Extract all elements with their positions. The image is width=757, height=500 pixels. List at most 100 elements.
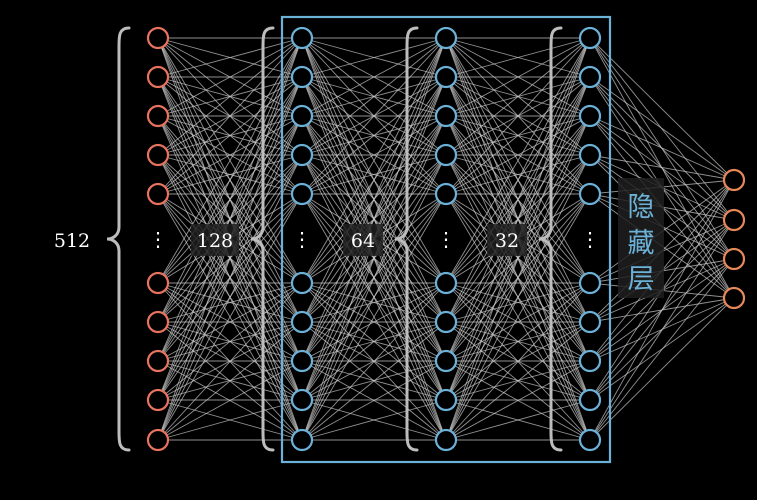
connection-edge: [589, 37, 735, 181]
connection-edge: [301, 154, 447, 195]
hidden-1-node: [290, 388, 314, 412]
input-node: [146, 182, 170, 206]
connection-edge: [445, 37, 591, 323]
connection-edge: [157, 37, 303, 323]
hidden-3-node: [578, 182, 602, 206]
connection-edge: [445, 282, 591, 362]
connection-edge: [445, 37, 591, 78]
output-node: [722, 247, 746, 271]
connection-edge: [301, 37, 447, 401]
connection-edges: [157, 37, 735, 441]
ellipsis-hidden-2: ⋮: [436, 227, 456, 251]
input-node: [146, 271, 170, 295]
connection-edge: [301, 399, 447, 441]
connection-edge: [301, 37, 447, 156]
hidden-box-label-char-3: 层: [628, 264, 655, 295]
connection-edge: [301, 37, 447, 323]
connection-edge: [157, 154, 303, 195]
connection-edge: [445, 154, 591, 195]
connection-edge: [157, 37, 303, 156]
connection-edge: [445, 154, 591, 441]
hidden-1-node: [290, 182, 314, 206]
connection-edge: [445, 115, 591, 195]
connection-edge: [301, 154, 447, 441]
connection-edge: [301, 76, 447, 195]
connection-edge: [301, 282, 447, 441]
hidden-1-size-label-bg: [191, 224, 239, 256]
hidden-2-node: [434, 143, 458, 167]
connection-edge: [157, 115, 303, 195]
connection-edge: [301, 115, 447, 441]
connection-edge: [301, 37, 447, 78]
hidden-2-node: [434, 65, 458, 89]
connection-edge: [445, 282, 591, 323]
hidden-1-node: [290, 310, 314, 334]
input-node: [146, 310, 170, 334]
hidden-1-size-label: 128: [197, 230, 233, 252]
connection-edge: [445, 76, 591, 441]
hidden-3-node: [578, 65, 602, 89]
connection-edge: [157, 37, 303, 401]
connection-edge: [301, 37, 447, 195]
hidden-1-node: [290, 104, 314, 128]
hidden-2-node: [434, 104, 458, 128]
output-node: [722, 286, 746, 310]
hidden-1-node: [290, 143, 314, 167]
connection-edge: [445, 37, 591, 195]
connection-edge: [301, 115, 447, 195]
connection-edge: [589, 115, 735, 221]
connection-edge: [301, 37, 447, 362]
hidden-3-size-label-bg: [487, 224, 527, 256]
hidden-3-node: [578, 388, 602, 412]
connection-edge: [157, 37, 303, 78]
connection-edge: [157, 37, 303, 195]
connection-edge: [157, 399, 303, 441]
hidden-1-node: [290, 26, 314, 50]
input-size-label: 512: [54, 230, 90, 252]
connection-edge: [157, 37, 303, 284]
hidden-box-label-bg: [618, 178, 664, 298]
connection-edge: [301, 282, 447, 362]
hidden-2-brace: [394, 26, 419, 452]
ellipsis-hidden-1: ⋮: [292, 227, 312, 251]
input-node: [146, 428, 170, 452]
hidden-1-node: [290, 271, 314, 295]
hidden-1-node: [290, 349, 314, 373]
connection-edge: [445, 321, 591, 441]
network-nodes: [146, 26, 746, 452]
connection-edge: [589, 297, 735, 441]
connection-edge: [301, 76, 447, 441]
input-node: [146, 349, 170, 373]
connection-edge: [445, 399, 591, 441]
input-node: [146, 143, 170, 167]
connection-edge: [445, 76, 591, 195]
hidden-3-size-label: 32: [495, 230, 519, 252]
connection-edge: [445, 360, 591, 441]
hidden-2-size-label-bg: [343, 224, 383, 256]
connection-edge: [445, 282, 591, 441]
hidden-2-node: [434, 428, 458, 452]
connection-edge: [157, 37, 303, 362]
connection-edge: [589, 219, 735, 441]
connection-edge: [589, 179, 735, 441]
connection-edge: [445, 115, 591, 441]
hidden-box-label-char-1: 隐: [628, 192, 655, 223]
connection-edge: [445, 37, 591, 284]
connection-edge: [157, 76, 303, 195]
hidden-2-node: [434, 310, 458, 334]
hidden-3-node: [578, 310, 602, 334]
connection-edge: [445, 37, 591, 401]
connection-edge: [157, 282, 303, 362]
input-node: [146, 104, 170, 128]
connection-edge: [157, 115, 303, 441]
hidden-3-node: [578, 428, 602, 452]
connection-edge: [445, 193, 591, 441]
connection-edge: [157, 360, 303, 441]
connection-edge: [157, 76, 303, 441]
connection-edge: [589, 76, 735, 181]
connection-edge: [589, 76, 735, 221]
ellipsis-input: ⋮: [148, 227, 168, 251]
connection-edge: [589, 154, 735, 181]
hidden-2-node: [434, 349, 458, 373]
connection-edge: [445, 37, 591, 156]
